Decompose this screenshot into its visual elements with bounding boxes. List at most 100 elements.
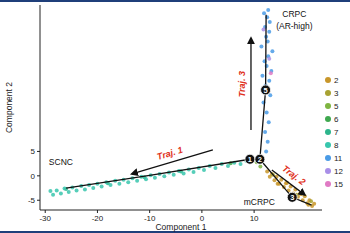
legend-label: 5	[334, 102, 339, 111]
y-tick-label: 5	[31, 147, 36, 156]
branch-point-label: 1	[248, 155, 252, 164]
x-tick	[97, 210, 98, 213]
point	[309, 199, 313, 203]
x-tick	[45, 210, 46, 213]
trajectory-branch	[66, 159, 250, 188]
legend-label: 15	[334, 180, 343, 189]
point	[260, 74, 264, 78]
series-points	[269, 71, 273, 75]
arrow-label: Traj. 2	[280, 163, 307, 187]
legend-swatch	[325, 168, 331, 174]
point	[91, 186, 95, 190]
plot-area	[48, 8, 316, 208]
x-tick-label: -10	[144, 214, 156, 223]
legend-swatch	[325, 103, 331, 109]
x-tick-label: -20	[92, 214, 104, 223]
y-tick	[37, 175, 40, 176]
point	[126, 180, 130, 184]
y-tick	[37, 200, 40, 201]
annotation: CRPC	[282, 9, 306, 19]
point	[213, 166, 217, 170]
branch-point	[287, 192, 297, 202]
point	[135, 179, 139, 183]
legend-label: 2	[334, 76, 339, 85]
legend-swatch	[325, 142, 331, 148]
point	[59, 191, 63, 195]
point	[51, 193, 55, 197]
trajectory-arrow	[250, 38, 251, 130]
point	[262, 11, 266, 15]
y-axis-title: Component 2	[4, 82, 14, 133]
point	[269, 71, 273, 75]
arrow-label: Traj. 1	[156, 145, 184, 162]
legend-label: 6	[334, 115, 339, 124]
branch-point-label: 2	[258, 155, 262, 164]
point	[172, 173, 176, 177]
point	[202, 168, 206, 172]
branch-point	[261, 85, 271, 95]
x-tick	[254, 210, 255, 213]
x-tick	[149, 210, 150, 213]
point	[267, 120, 271, 124]
legend-label: 7	[334, 128, 339, 137]
point	[109, 183, 113, 187]
point	[312, 202, 316, 206]
point	[264, 149, 268, 153]
y-axis	[40, 5, 41, 210]
annotation: (AR-high)	[276, 21, 313, 31]
frame-band	[0, 0, 350, 2]
y-tick-label: -5	[28, 196, 36, 205]
x-axis	[40, 210, 322, 211]
branch-point	[255, 154, 265, 164]
annotation: SCNC	[49, 157, 73, 167]
point	[265, 110, 269, 114]
branch-point-label: 5	[264, 86, 268, 95]
point	[83, 188, 87, 192]
legend-swatch	[325, 129, 331, 135]
point	[75, 188, 79, 192]
legend-label: 8	[334, 141, 339, 150]
branch-point	[245, 154, 255, 164]
point	[63, 187, 67, 191]
legend-swatch	[325, 155, 331, 161]
legend-label: 11	[334, 154, 343, 163]
point	[117, 182, 121, 186]
point	[259, 44, 263, 48]
point	[239, 162, 243, 166]
point	[182, 171, 186, 175]
legend-label: 12	[334, 167, 343, 176]
point	[67, 190, 71, 194]
point	[55, 188, 59, 192]
point	[270, 49, 274, 53]
arrow-label: Traj. 3	[237, 71, 247, 97]
point	[262, 27, 266, 31]
point	[100, 185, 104, 189]
point	[48, 189, 52, 193]
legend-label: 3	[334, 89, 339, 98]
point	[267, 30, 271, 34]
legend-swatch	[325, 77, 331, 83]
point	[267, 79, 271, 83]
legend-swatch	[325, 90, 331, 96]
point	[144, 177, 148, 181]
point	[192, 170, 196, 174]
x-tick-label: -30	[39, 214, 51, 223]
point	[258, 165, 262, 169]
x-axis-title: Component 1	[155, 222, 206, 232]
legend-swatch	[325, 181, 331, 187]
annotation: mCRPC	[244, 197, 275, 207]
point	[162, 174, 166, 178]
legend-swatch	[325, 116, 331, 122]
x-tick-label: 10	[250, 214, 259, 223]
point	[303, 194, 307, 198]
x-tick	[201, 210, 202, 213]
point	[268, 20, 272, 24]
point	[267, 57, 271, 61]
point	[263, 130, 267, 134]
point	[266, 140, 270, 144]
y-tick	[37, 151, 40, 152]
y-tick-label: 0	[31, 172, 36, 181]
point	[226, 164, 230, 168]
point	[266, 8, 270, 12]
branch-point-label: 3	[290, 193, 294, 202]
